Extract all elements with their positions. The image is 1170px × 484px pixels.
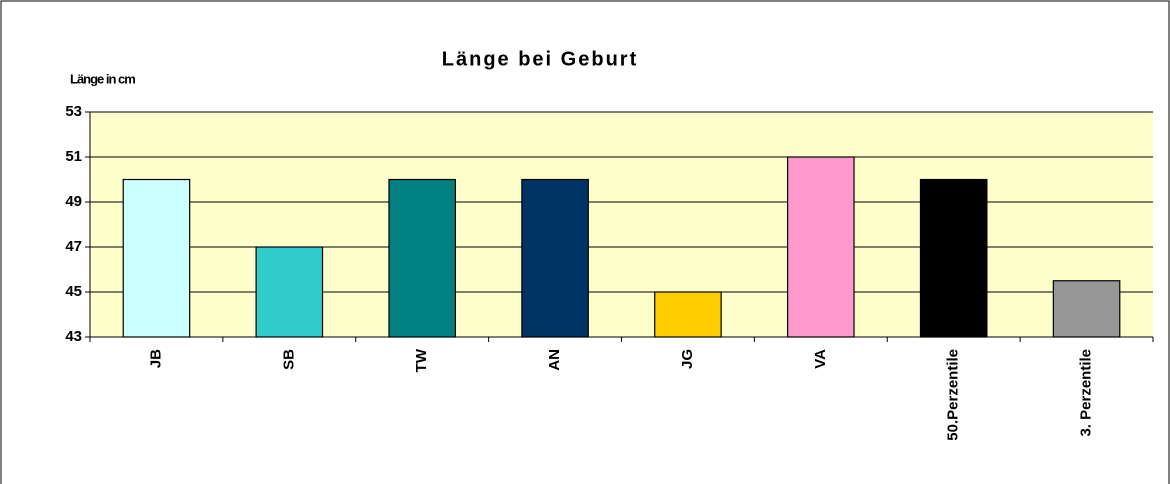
bar — [388, 178, 457, 338]
y-tick-label: 43 — [65, 328, 82, 345]
y-tick-label: 47 — [65, 238, 82, 255]
x-tick-label: JG — [679, 349, 696, 369]
bar — [122, 178, 191, 338]
x-tick-label: TW — [413, 348, 430, 372]
bar — [786, 156, 855, 338]
bar — [919, 178, 988, 338]
bar — [654, 291, 722, 338]
x-tick-label: SB — [280, 349, 297, 370]
x-tick-label: VA — [812, 349, 829, 369]
x-tick-label: AN — [546, 349, 563, 371]
bar — [255, 246, 324, 338]
chart-title: Länge bei Geburt — [442, 48, 638, 70]
bar — [521, 178, 589, 338]
y-tick-label: 53 — [65, 103, 82, 120]
bar — [1052, 280, 1121, 338]
y-tick-label: 45 — [65, 283, 82, 300]
y-tick-label: 51 — [65, 148, 82, 165]
y-axis-label: Länge in cm — [70, 71, 135, 86]
x-tick-label: JB — [147, 349, 164, 368]
x-tick-label: 50.Perzentile — [945, 349, 962, 441]
y-tick-label: 49 — [65, 193, 82, 210]
plot-area — [90, 112, 1153, 337]
x-tick-label: 3. Perzentile — [1078, 349, 1095, 437]
